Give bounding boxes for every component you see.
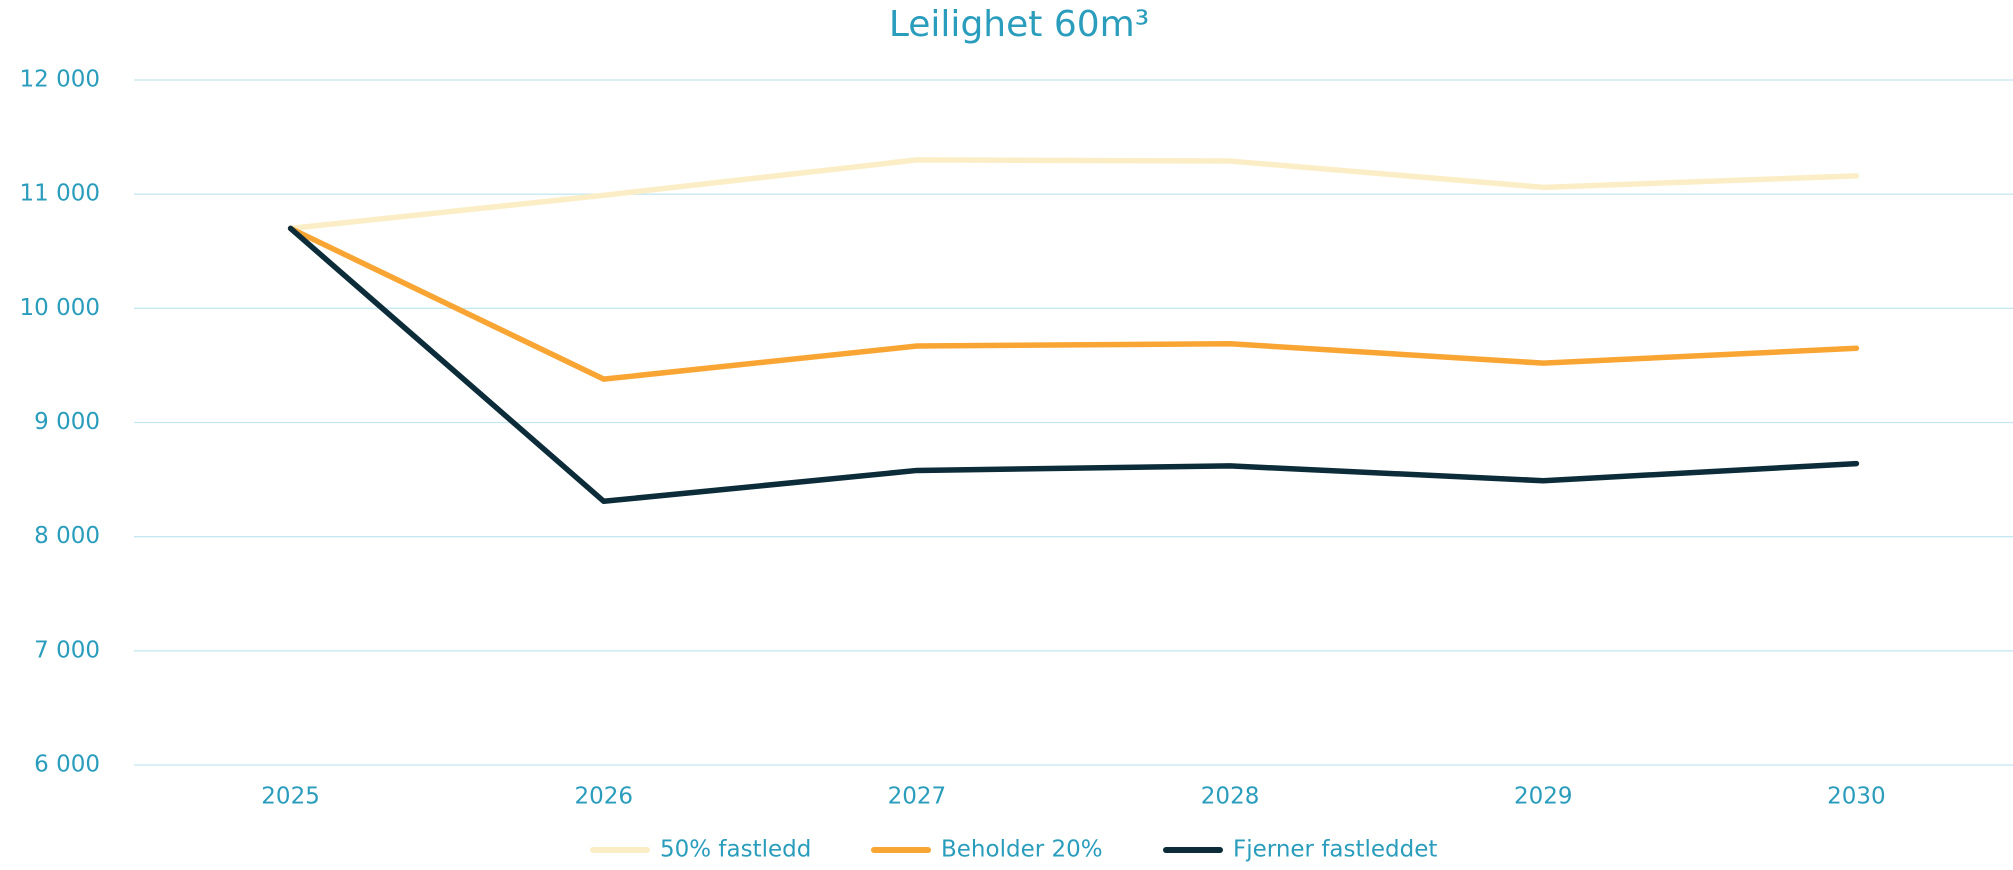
series-line (287, 225, 1860, 382)
y-tick-label: 12 000 (20, 67, 100, 93)
series-line (287, 225, 1860, 505)
chart-title: Leilighet 60m³ (889, 4, 1149, 45)
legend-label: Beholder 20% (941, 837, 1103, 863)
x-tick-label: 2029 (1514, 784, 1573, 810)
y-tick-label: 6 000 (34, 752, 100, 778)
y-tick-label: 9 000 (34, 409, 100, 435)
x-tick-label: 2025 (261, 784, 320, 810)
legend-label: Fjerner fastleddet (1233, 837, 1437, 863)
y-tick-label: 11 000 (20, 181, 100, 207)
y-tick-label: 10 000 (20, 295, 100, 321)
legend-label: 50% fastledd (660, 837, 811, 863)
x-tick-label: 2030 (1827, 784, 1886, 810)
x-tick-label: 2027 (888, 784, 947, 810)
x-tick-label: 2026 (574, 784, 633, 810)
y-tick-label: 8 000 (34, 523, 100, 549)
y-tick-label: 7 000 (34, 637, 100, 663)
x-tick-label: 2028 (1201, 784, 1260, 810)
series-line (287, 157, 1860, 232)
